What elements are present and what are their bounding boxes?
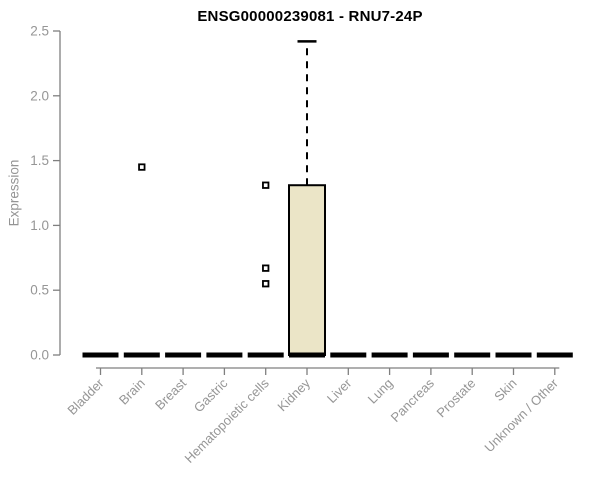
x-tick-label: Bladder [64,375,107,418]
x-tick-label: Unknown / Other [481,375,561,455]
x-tick-label: Brain [116,376,148,408]
y-tick-label: 1.5 [30,153,49,168]
outlier-point [262,181,270,189]
x-tick-label: Skin [491,376,519,404]
x-tick-label: Liver [324,375,355,406]
outlier-point [138,163,146,171]
x-tick-label: Breast [152,375,189,412]
y-tick-label: 0.0 [30,348,49,363]
y-tick-label: 0.5 [30,283,49,298]
y-tick-label: 2.5 [30,24,49,39]
outlier-point [262,280,270,288]
x-tick-label: Gastric [191,375,231,415]
x-tick-label: Lung [365,376,396,407]
y-tick-label: 2.0 [30,88,49,103]
x-tick-label: Kidney [274,375,313,414]
y-tick-label: 1.0 [30,218,49,233]
outlier-point [262,264,270,272]
y-axis-label: Expression [6,159,22,227]
x-tick-label: Prostate [433,376,478,421]
box-rect [288,184,326,356]
x-tick-label: Pancreas [388,375,438,425]
chart-title: ENSG00000239081 - RNU7-24P [197,8,423,25]
